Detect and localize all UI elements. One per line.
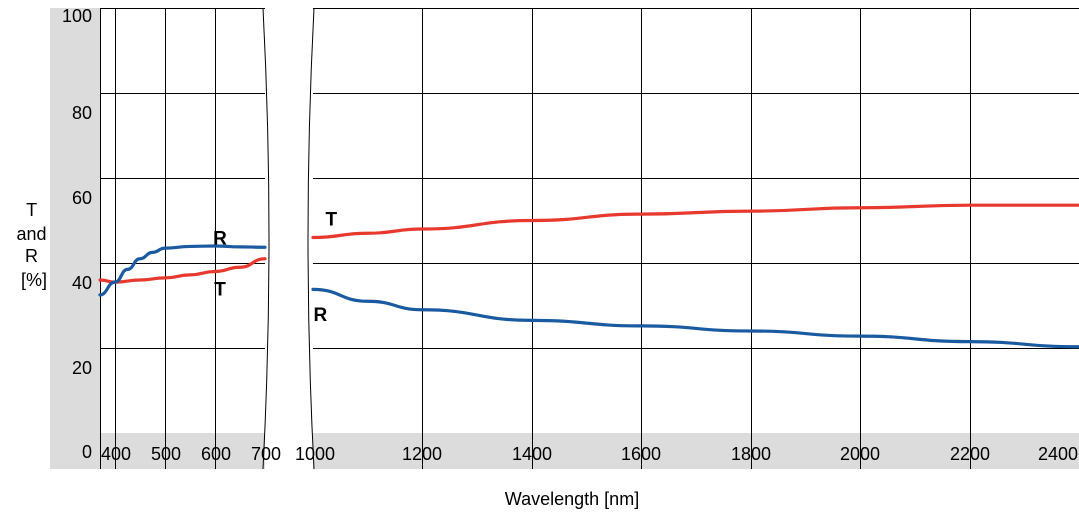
series-r-line-2 <box>311 287 1079 349</box>
curve-label: R <box>213 229 227 250</box>
y-tick-label: 20 <box>72 358 92 378</box>
y-tick-band <box>50 8 100 469</box>
y-axis-label: T and R [%] <box>16 200 51 290</box>
tick-labels: 0 20 40 60 80 100 400 500 600 700 1000 1200 1400 1600… <box>62 6 1078 464</box>
x-tick-band-left <box>100 433 265 469</box>
curve-label: T <box>214 280 226 301</box>
x-tick-label: 1200 <box>402 444 442 464</box>
y-tick-label: 100 <box>62 6 92 26</box>
x-tick-label: 1600 <box>621 444 661 464</box>
x-tick-label: 500 <box>151 444 181 464</box>
axis-break-left-curve <box>262 7 270 470</box>
tick-label-bands <box>50 8 1079 469</box>
data-series <box>98 203 1079 349</box>
y-tick-label: 40 <box>72 273 92 293</box>
x-tick-label: 2400 <box>1038 444 1078 464</box>
x-axis-label: Wavelength [nm] <box>505 489 639 509</box>
x-tick-label: 1800 <box>731 444 771 464</box>
curve-label: R <box>313 305 327 326</box>
x-tick-label: 600 <box>201 444 231 464</box>
x-tick-band-right <box>313 433 1079 469</box>
y-tick-label: 80 <box>72 103 92 123</box>
y-axis-label-line-4: [%] <box>21 270 47 290</box>
x-tick-label: 1400 <box>512 444 552 464</box>
x-tick-label: 700 <box>251 444 281 464</box>
grid-lines <box>100 8 1079 469</box>
y-tick-label: 0 <box>82 442 92 462</box>
x-tick-label: 2200 <box>950 444 990 464</box>
x-tick-label: 1000 <box>295 444 335 464</box>
axis-break-marks <box>262 7 315 470</box>
curve-annotations: R T T R <box>213 209 337 326</box>
curve-label: T <box>325 209 337 230</box>
y-axis-label-line-2: and <box>16 224 46 244</box>
x-tick-label: 2000 <box>840 444 880 464</box>
series-t-line-2 <box>311 203 1079 240</box>
series-r-line-1 <box>98 244 267 297</box>
axis-break-right-curve <box>307 7 315 470</box>
x-tick-label: 400 <box>101 444 131 464</box>
y-tick-label: 60 <box>72 188 92 208</box>
y-axis-label-line-3: R <box>25 246 38 266</box>
y-axis-label-line-1: T <box>26 200 37 220</box>
